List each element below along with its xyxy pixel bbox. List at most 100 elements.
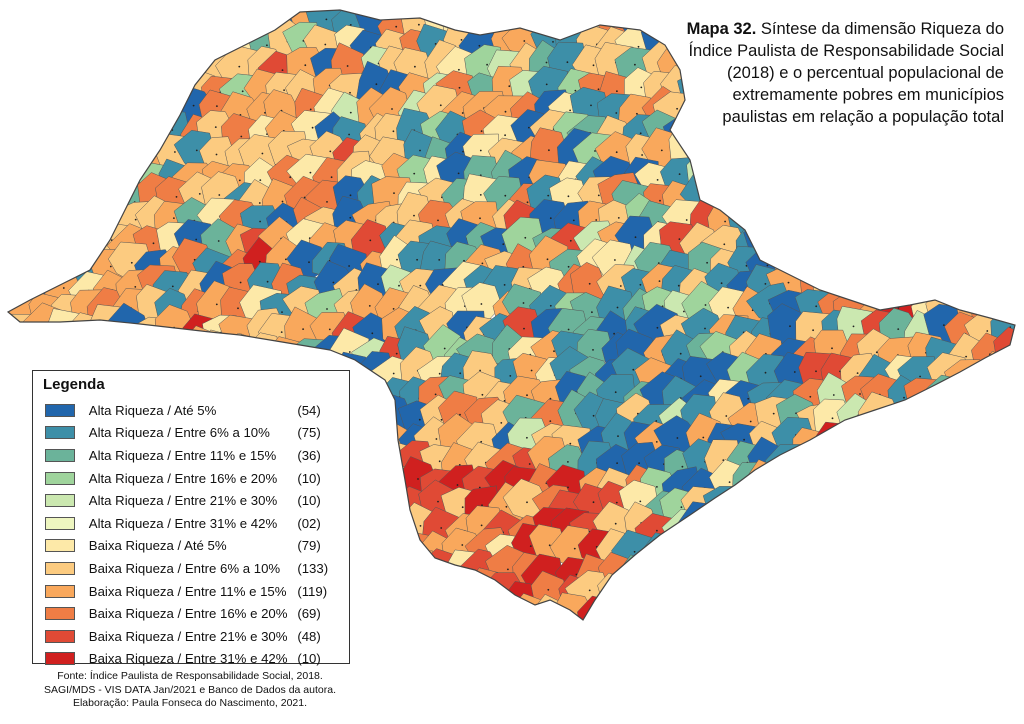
municipality-seat-dot <box>368 305 371 307</box>
municipality-area <box>864 508 900 550</box>
municipality-seat-dot <box>22 597 25 600</box>
municipality-seat-dot <box>743 553 745 556</box>
municipality-seat-dot <box>723 531 725 533</box>
municipality-seat-dot <box>378 546 380 549</box>
municipality-seat-dot <box>571 3 573 5</box>
municipality-seat-dot <box>177 64 179 67</box>
municipality-area <box>897 220 940 264</box>
legend-count: (10) <box>297 651 321 667</box>
municipality-seat-dot <box>876 259 879 262</box>
legend-count: (69) <box>297 606 321 622</box>
municipality-area <box>643 567 677 610</box>
municipality-seat-dot <box>789 150 791 152</box>
municipality-area <box>904 615 943 620</box>
municipality-area <box>989 134 1015 171</box>
municipality-area <box>789 173 830 216</box>
municipality-seat-dot <box>971 197 974 200</box>
legend-swatch <box>45 471 75 485</box>
municipality-seat-dot <box>773 215 776 218</box>
municipality-area <box>970 159 1008 200</box>
municipality-area <box>971 371 1010 414</box>
municipality-seat-dot <box>149 23 152 26</box>
municipality-seat-dot <box>2 262 4 264</box>
municipality-seat-dot <box>266 280 269 283</box>
municipality-seat-dot <box>659 617 661 619</box>
municipality-seat-dot <box>397 550 400 553</box>
municipality-seat-dot <box>706 170 708 173</box>
municipality-seat-dot <box>2 397 4 399</box>
municipality-seat-dot <box>640 86 643 89</box>
municipality-seat-dot <box>45 263 47 266</box>
municipality-seat-dot <box>18 526 21 529</box>
municipality-seat-dot <box>223 21 226 24</box>
legend-label: Baixa Riqueza / Entre 6% a 10% <box>88 560 281 576</box>
municipality-seat-dot <box>508 85 511 88</box>
municipality-area <box>8 333 24 379</box>
municipality-area <box>357 618 393 620</box>
municipality-seat-dot <box>618 637 620 639</box>
municipality-seat-dot <box>830 593 833 595</box>
legend-item: Alta Riqueza / Entre 16% e 20% (10) <box>41 467 341 490</box>
municipality-area <box>840 245 884 287</box>
municipality-seat-dot <box>812 240 815 242</box>
municipality-seat-dot <box>303 196 306 199</box>
municipality-seat-dot <box>685 617 688 620</box>
municipality-area <box>905 260 944 307</box>
municipality-area <box>640 558 683 596</box>
municipality-seat-dot <box>549 217 552 220</box>
legend-swatch <box>45 607 75 621</box>
municipality-seat-dot <box>682 526 685 529</box>
municipality-seat-dot <box>417 552 420 554</box>
municipality-seat-dot <box>567 486 569 489</box>
municipality-area <box>8 243 25 287</box>
municipality-seat-dot <box>522 302 525 304</box>
municipality-seat-dot <box>703 593 706 595</box>
municipality-area <box>45 138 87 178</box>
municipality-seat-dot <box>1015 574 1017 576</box>
municipality-area <box>483 613 520 620</box>
municipality-seat-dot <box>374 570 377 572</box>
municipality-seat-dot <box>0 216 1 218</box>
municipality-seat-dot <box>526 394 528 397</box>
municipality-seat-dot <box>567 265 570 268</box>
municipality-area <box>416 572 460 610</box>
municipality-area <box>811 576 850 615</box>
municipality-seat-dot <box>879 571 882 573</box>
municipality-seat-dot <box>597 194 600 197</box>
municipality-seat-dot <box>856 634 858 636</box>
municipality-area <box>878 464 924 501</box>
municipality-area <box>831 597 878 620</box>
municipality-seat-dot <box>419 525 422 527</box>
municipality-seat-dot <box>947 545 950 548</box>
municipality-area <box>770 511 814 548</box>
municipality-area <box>88 44 126 87</box>
municipality-seat-dot <box>134 218 137 221</box>
municipality-seat-dot <box>896 551 898 554</box>
municipality-seat-dot <box>127 325 130 327</box>
municipality-area <box>972 506 1009 550</box>
municipality-seat-dot <box>22 193 25 196</box>
municipality-area <box>907 245 946 286</box>
municipality-seat-dot <box>588 589 591 592</box>
municipality-seat-dot <box>1016 487 1018 489</box>
municipality-seat-dot <box>706 261 708 264</box>
municipality-area <box>8 75 39 114</box>
municipality-area <box>727 130 773 175</box>
municipality-seat-dot <box>862 547 864 550</box>
legend-label: Alta Riqueza / Entre 11% e 15% <box>88 447 277 463</box>
municipality-seat-dot <box>815 283 818 286</box>
municipality-seat-dot <box>434 611 437 614</box>
municipality-seat-dot <box>723 243 726 246</box>
municipality-seat-dot <box>195 149 198 152</box>
legend-item: Alta Riqueza / Entre 21% e 30% (10) <box>41 489 341 512</box>
municipality-seat-dot <box>772 412 775 415</box>
municipality-seat-dot <box>1010 413 1013 415</box>
municipality-seat-dot <box>840 641 842 643</box>
municipality-seat-dot <box>994 373 996 376</box>
municipality-seat-dot <box>970 132 973 135</box>
legend-swatch <box>45 539 75 553</box>
municipality-seat-dot <box>618 612 621 614</box>
municipality-seat-dot <box>20 265 22 268</box>
municipality-area <box>953 613 994 620</box>
municipality-seat-dot <box>237 307 239 310</box>
